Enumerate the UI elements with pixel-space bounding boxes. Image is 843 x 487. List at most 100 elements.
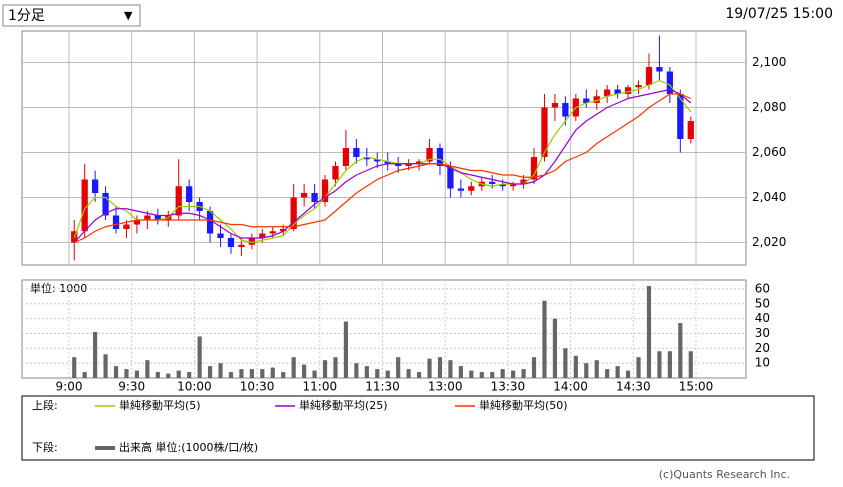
volume-bar [343,321,349,378]
legend-label: 単純移動平均(25) [299,398,388,412]
volume-bar [187,372,192,378]
y-tick-label: 2,080 [752,100,786,114]
y-tick-label: 2,020 [752,235,786,249]
volume-bar [124,369,129,378]
x-tick-label: 14:30 [616,380,651,394]
volume-bar [218,363,223,378]
x-tick-label: 11:30 [365,380,400,394]
candle-body [321,179,329,202]
candle-body [656,67,663,72]
candle-body [363,157,370,160]
volume-bar [615,366,620,378]
candle-body [133,220,141,225]
legend-label: 単純移動平均(5) [119,398,201,412]
candle-body [520,179,527,184]
volume-bar [563,348,568,378]
candle-body [374,159,381,162]
y-tick-label: 2,040 [752,190,786,204]
candle-body [123,224,130,229]
candle-body [217,233,224,238]
x-tick-label: 10:00 [177,380,212,394]
candle-body [206,211,214,234]
candle-body [551,103,559,108]
volume-bar [625,370,631,378]
volume-bar [166,373,171,378]
volume-bar [605,369,610,378]
candle-body [677,94,684,139]
volume-bar [437,357,443,378]
candle-body [509,184,517,187]
candle-body [530,157,538,180]
volume-bar [636,357,641,378]
candle-body [280,229,287,232]
candle-body [81,179,88,232]
x-tick-label: 9:30 [118,380,145,394]
volume-bar [113,366,119,378]
volume-bar [93,331,98,378]
timestamp: 19/07/25 15:00 [725,6,833,22]
candle-body [227,238,235,247]
candle-body [186,186,193,202]
volume-bar [531,357,537,378]
volume-tick-label: 10 [755,356,770,370]
volume-bar [302,364,307,378]
candle-body [436,148,444,166]
legend-box [21,395,815,461]
volume-tick-label: 20 [755,341,770,355]
volume-bar [333,357,338,378]
candle-body [332,166,339,180]
candle-body [687,121,694,139]
x-tick-label: 13:00 [428,380,463,394]
volume-bar [239,369,244,378]
moving-average [73,79,692,244]
candle-body [290,197,297,229]
volume-bar [385,370,390,378]
volume-tick-label: 40 [755,311,770,325]
volume-bar [145,360,150,378]
candle-body [91,179,99,193]
candle-body [311,193,318,202]
dropdown-arrow: ▼ [124,9,133,22]
volume-unit: 単位: 1000 [30,281,87,295]
volume-bar [511,370,516,378]
volume-bar [396,357,401,378]
volume-bar [667,351,672,378]
moving-average [73,93,692,244]
candle-body [144,215,151,220]
volume-bar [416,372,422,378]
candle-body [415,161,423,164]
volume-bar [542,300,547,378]
volume-bar [228,372,234,378]
volume-tick-label: 60 [755,281,770,295]
candle-body [624,87,632,94]
volume-tick-label: 30 [755,326,770,340]
candle-body [384,161,391,164]
candle-body [112,215,120,229]
volume-bar [291,357,296,378]
moving-average [73,88,692,243]
y-tick-label: 2,100 [752,55,786,69]
legend-label: 出来高 単位:(1000株/口/枚) [119,440,258,454]
volume-bar [207,366,213,378]
volume-bar [584,363,589,378]
x-tick-label: 13:30 [491,380,526,394]
volume-bar [500,369,505,378]
timeframe-dropdown[interactable] [2,4,141,27]
candle-body [468,186,475,191]
candle-body [269,231,276,234]
copyright: (c)Quants Research Inc. [659,468,790,481]
candle-body [259,233,266,238]
candle-body [593,96,600,103]
upper-label: 上段: [32,398,58,412]
candle-body [541,107,548,157]
candle-body [457,188,465,191]
candle-body [426,148,433,162]
volume-bar [521,369,526,378]
x-tick-label: 15:00 [679,380,714,394]
candle-body [562,103,569,117]
candle-body [489,181,496,184]
volume-bar [458,366,463,378]
candle-body [175,186,182,216]
volume-bar [249,369,254,378]
candle-body [342,148,350,166]
